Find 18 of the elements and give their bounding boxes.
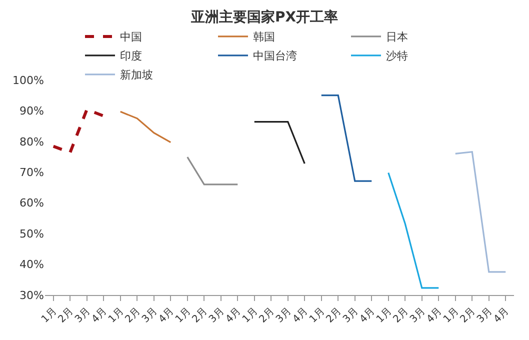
y-tick-label: 30%: [20, 288, 44, 302]
y-tick-label: 60%: [20, 196, 44, 210]
line-series: [120, 110, 172, 144]
y-tick-label: 80%: [20, 135, 44, 148]
legend-label: 韩国: [253, 30, 275, 44]
legend-label: 日本: [386, 30, 408, 44]
legend-label: 沙特: [386, 50, 408, 63]
legend-label: 印度: [120, 50, 142, 63]
legend-label: 中国台湾: [253, 50, 297, 63]
legend-label: 新加坡: [120, 68, 153, 82]
y-tick-label: 50%: [20, 227, 44, 240]
y-tick-label: 40%: [20, 258, 44, 272]
line-series: [52, 108, 106, 154]
y-tick-label: 90%: [20, 104, 44, 118]
legend-label: 中国: [120, 30, 142, 44]
y-tick-label: 70%: [20, 166, 44, 179]
chart-title: 亚洲主要国家PX开工率: [190, 8, 338, 26]
y-tick-label: 100%: [12, 74, 44, 87]
